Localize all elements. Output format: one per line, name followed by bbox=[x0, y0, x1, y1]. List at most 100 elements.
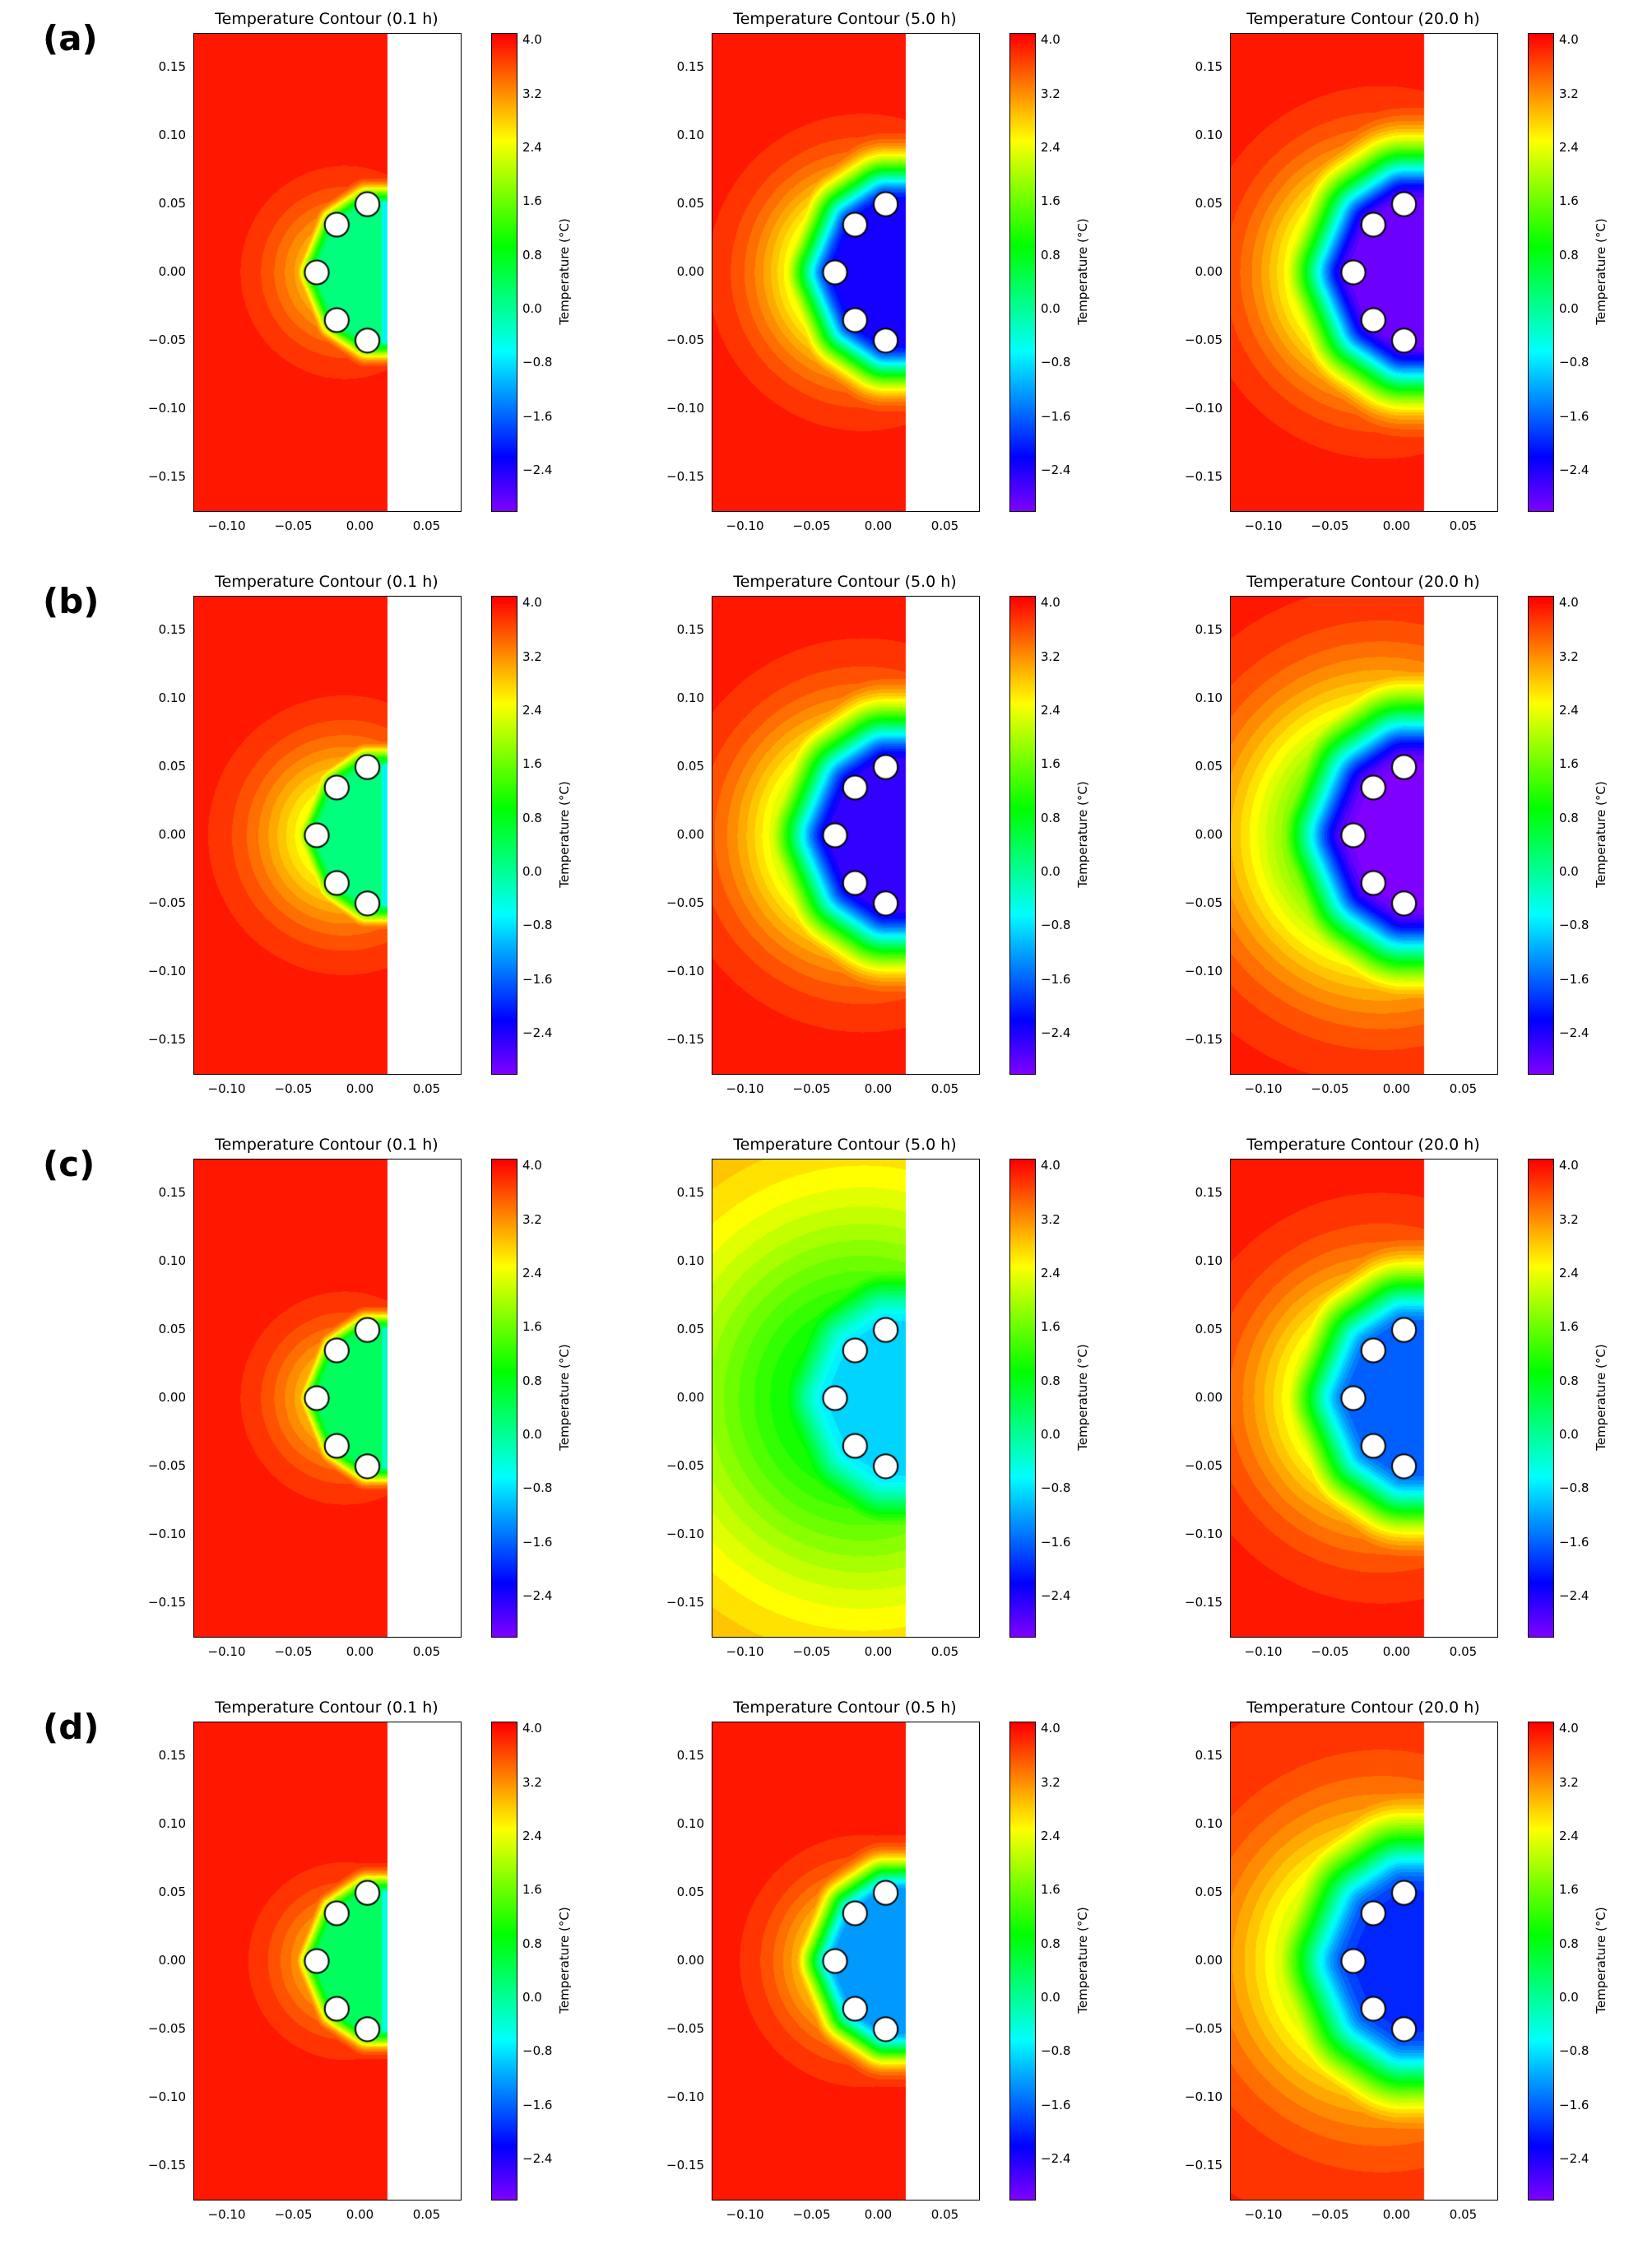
colorbar-tick-label: 2.4 bbox=[522, 1265, 542, 1280]
y-tick-label: 0.10 bbox=[158, 128, 186, 143]
colorbar-tick-label: 0.8 bbox=[1041, 1373, 1060, 1388]
y-tick-label: 0.05 bbox=[676, 196, 704, 211]
colorbar-tick-label: −1.6 bbox=[522, 971, 553, 987]
y-tick-label: −0.05 bbox=[666, 2020, 704, 2036]
y-tick-label: −0.05 bbox=[1185, 1457, 1223, 1473]
colorbar-tick-label: −1.6 bbox=[1559, 408, 1589, 424]
row-plots: Temperature Contour (0.1 h) 0.15 0.10 0.05 0… bbox=[97, 1689, 1652, 2252]
colorbar-tick-label: 0.8 bbox=[1041, 247, 1060, 263]
colorbar-tick-label: −0.8 bbox=[1559, 1480, 1589, 1496]
y-tick-label: −0.10 bbox=[666, 400, 704, 416]
colorbar-tick-label: 0.0 bbox=[1559, 300, 1579, 316]
colorbar-tick-label: 1.6 bbox=[522, 193, 542, 209]
colorbar-tick-label: 0.8 bbox=[522, 810, 542, 825]
contour-plot-canvas bbox=[712, 1159, 980, 1638]
contour-subplot: Temperature Contour (20.0 h) 0.15 0.10 0.05… bbox=[1134, 563, 1652, 1126]
y-tick-label: −0.05 bbox=[148, 2020, 186, 2036]
colorbar-tick-label: 0.0 bbox=[1041, 300, 1060, 316]
y-tick-label: 0.15 bbox=[1195, 59, 1223, 75]
colorbar-tick-label: 4.0 bbox=[522, 32, 542, 48]
contour-plot-canvas bbox=[1230, 1159, 1498, 1638]
x-tick-label: 0.05 bbox=[1449, 518, 1478, 533]
plot-title: Temperature Contour (5.0 h) bbox=[733, 573, 957, 591]
y-tick-label: 0.10 bbox=[1195, 690, 1223, 706]
y-tick-label: 0.10 bbox=[158, 1253, 186, 1269]
y-tick-label: −0.15 bbox=[148, 2157, 186, 2173]
plot-title: Temperature Contour (20.0 h) bbox=[1246, 10, 1480, 28]
x-tick-label: 0.00 bbox=[864, 1644, 893, 1659]
colorbar-tick-label: 0.0 bbox=[1041, 1426, 1060, 1442]
colorbar-label: Temperature (°C) bbox=[1075, 781, 1090, 888]
colorbar-label: Temperature (°C) bbox=[1594, 1344, 1608, 1451]
colorbar-tick-label: 2.4 bbox=[522, 1828, 542, 1843]
colorbar-tick-label: −1.6 bbox=[1041, 408, 1071, 424]
colorbar-tick-label: −0.8 bbox=[1041, 1480, 1071, 1496]
x-tick-label: −0.05 bbox=[792, 518, 831, 533]
y-tick-label: 0.10 bbox=[676, 1253, 704, 1269]
colorbar-tick-label: 2.4 bbox=[1559, 702, 1579, 718]
colorbar-tick-label: 4.0 bbox=[1041, 1158, 1060, 1173]
colorbar-label: Temperature (°C) bbox=[1075, 218, 1090, 325]
y-tick-label: 0.10 bbox=[158, 1816, 186, 1832]
contour-subplot: Temperature Contour (5.0 h) 0.15 0.10 0.05 0… bbox=[615, 1126, 1134, 1689]
colorbar-tick-label: 3.2 bbox=[522, 648, 542, 664]
x-tick-label: −0.05 bbox=[1311, 1081, 1349, 1096]
y-tick-label: 0.05 bbox=[1195, 1885, 1223, 1900]
contour-subplot: Temperature Contour (20.0 h) 0.15 0.10 0.05… bbox=[1134, 0, 1652, 563]
colorbar-tick-label: 3.2 bbox=[1559, 1774, 1579, 1790]
x-tick-label: −0.05 bbox=[1311, 518, 1349, 533]
y-tick-label: 0.05 bbox=[676, 759, 704, 774]
y-tick-label: 0.15 bbox=[158, 1185, 186, 1201]
colorbar-tick-label: −1.6 bbox=[522, 2097, 553, 2112]
x-tick-label: 0.05 bbox=[1449, 1644, 1478, 1659]
x-tick-label: −0.05 bbox=[274, 1081, 313, 1096]
colorbar-tick-label: 0.8 bbox=[1041, 1936, 1060, 1951]
row-label: (a) bbox=[43, 18, 98, 58]
x-tick-label: 0.00 bbox=[346, 518, 374, 533]
y-tick-label: −0.15 bbox=[1185, 468, 1223, 484]
y-tick-label: 0.00 bbox=[158, 827, 186, 842]
x-tick-label: 0.05 bbox=[1449, 1081, 1478, 1096]
y-tick-label: 0.10 bbox=[158, 690, 186, 706]
y-tick-label: 0.15 bbox=[676, 1185, 704, 1201]
colorbar-tick-label: −1.6 bbox=[1041, 1534, 1071, 1550]
x-tick-label: 0.00 bbox=[346, 2207, 374, 2222]
y-tick-label: 0.05 bbox=[1195, 759, 1223, 774]
colorbar bbox=[1528, 596, 1554, 1075]
colorbar bbox=[491, 33, 517, 512]
colorbar-tick-label: −0.8 bbox=[1559, 2043, 1589, 2059]
x-tick-label: −0.10 bbox=[726, 1081, 764, 1096]
colorbar-tick-label: 4.0 bbox=[1559, 1158, 1579, 1173]
colorbar-tick-label: 1.6 bbox=[1041, 193, 1060, 209]
y-tick-label: −0.05 bbox=[1185, 895, 1223, 910]
colorbar-tick-label: −0.8 bbox=[1041, 2043, 1071, 2059]
colorbar-tick-label: −1.6 bbox=[1559, 1534, 1589, 1550]
x-tick-label: −0.10 bbox=[207, 1081, 246, 1096]
colorbar-tick-label: −0.8 bbox=[1041, 355, 1071, 370]
colorbar bbox=[1009, 1159, 1036, 1638]
y-tick-label: 0.05 bbox=[1195, 196, 1223, 211]
colorbar-tick-label: 4.0 bbox=[522, 595, 542, 611]
x-tick-label: −0.10 bbox=[1244, 2207, 1283, 2222]
colorbar-tick-label: 2.4 bbox=[1041, 139, 1060, 155]
x-tick-label: 0.05 bbox=[930, 1081, 959, 1096]
colorbar-tick-label: 2.4 bbox=[1041, 1828, 1060, 1843]
y-tick-label: −0.15 bbox=[1185, 1594, 1223, 1610]
x-tick-label: −0.10 bbox=[1244, 1644, 1283, 1659]
colorbar-tick-label: 0.8 bbox=[1041, 810, 1060, 825]
colorbar bbox=[491, 596, 517, 1075]
contour-plot-canvas bbox=[712, 33, 980, 512]
contour-subplot: Temperature Contour (5.0 h) 0.15 0.10 0.05 0… bbox=[615, 563, 1134, 1126]
x-tick-label: −0.10 bbox=[207, 518, 246, 533]
colorbar-tick-label: −0.8 bbox=[1041, 918, 1071, 933]
y-tick-label: 0.15 bbox=[158, 1748, 186, 1764]
plot-title: Temperature Contour (0.1 h) bbox=[215, 10, 439, 28]
row-label: (c) bbox=[43, 1144, 95, 1184]
x-tick-label: 0.05 bbox=[930, 1644, 959, 1659]
colorbar-tick-label: 4.0 bbox=[1041, 595, 1060, 611]
x-tick-label: 0.00 bbox=[346, 1081, 374, 1096]
plot-title: Temperature Contour (20.0 h) bbox=[1246, 1136, 1480, 1154]
colorbar bbox=[1528, 33, 1554, 512]
colorbar-label: Temperature (°C) bbox=[557, 1907, 572, 2014]
x-tick-label: 0.00 bbox=[1382, 518, 1411, 533]
